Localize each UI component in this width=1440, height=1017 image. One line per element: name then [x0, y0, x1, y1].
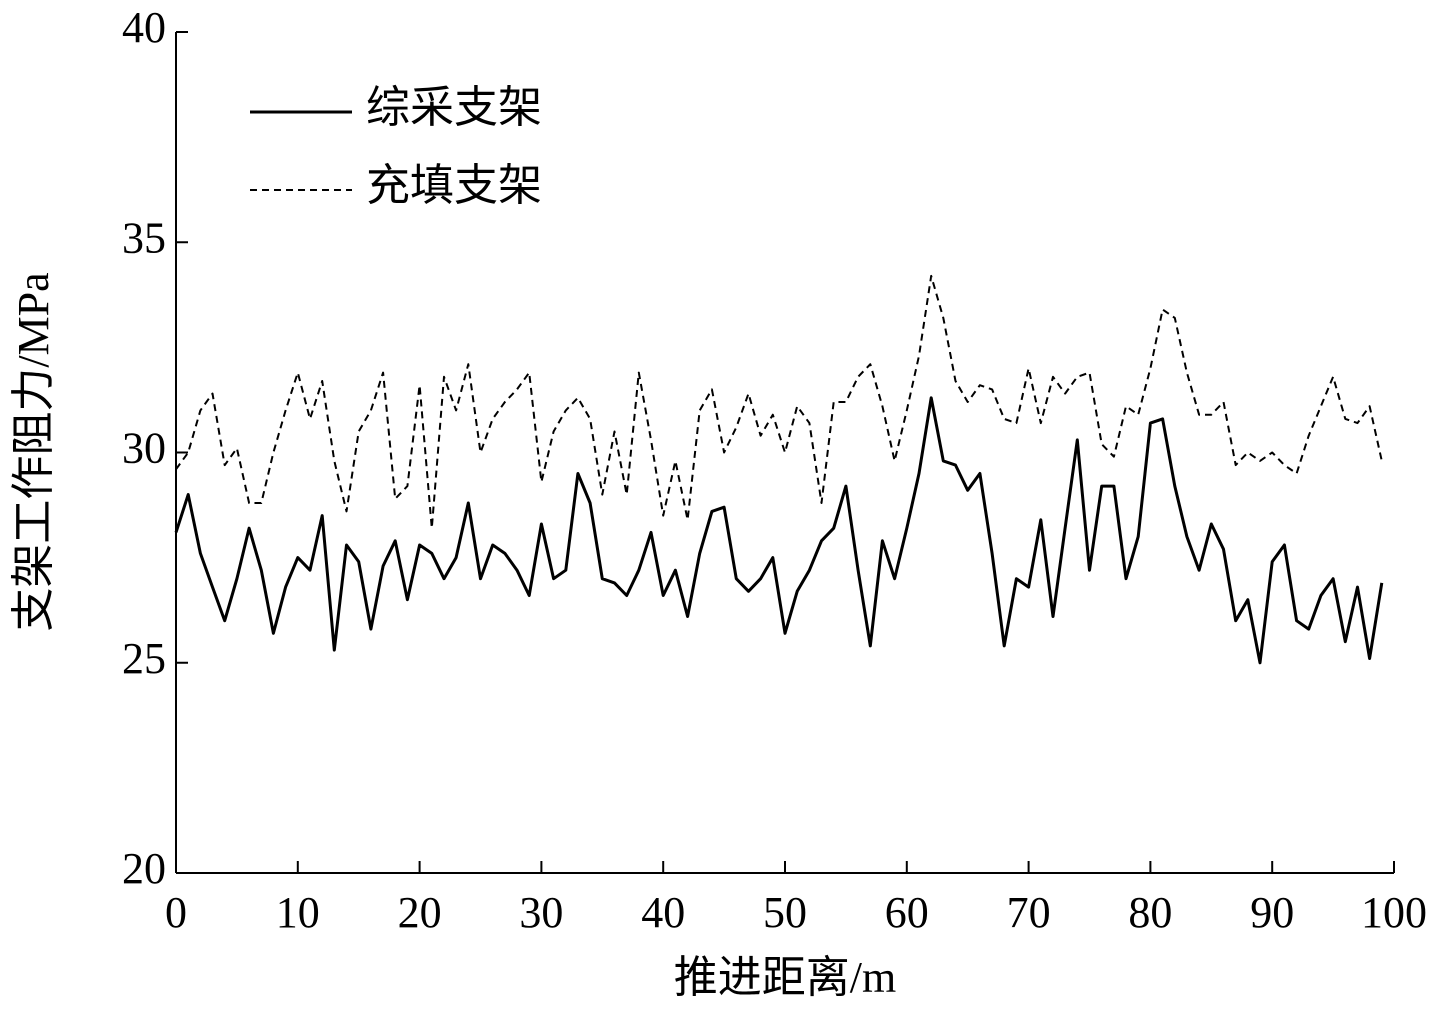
data-line	[175, 274, 1383, 530]
y-tick-label: 30	[122, 424, 166, 473]
x-tick-label: 90	[1250, 888, 1294, 937]
x-axis-label: 推进距离/m	[674, 953, 896, 1002]
y-tick-label: 20	[122, 844, 166, 893]
legend-label: 充填支架	[366, 161, 542, 210]
x-tick-label: 50	[763, 888, 807, 937]
y-tick-label: 25	[122, 634, 166, 683]
x-tick-label: 100	[1361, 888, 1427, 937]
x-tick-label: 30	[519, 888, 563, 937]
x-tick-label: 0	[165, 888, 187, 937]
legend-label: 综采支架	[366, 83, 542, 132]
x-tick-label: 10	[276, 888, 320, 937]
y-tick-label: 35	[122, 213, 166, 262]
y-axis-label: 支架工作阻力/MPa	[9, 272, 58, 631]
x-tick-label: 70	[1007, 888, 1051, 937]
x-tick-label: 20	[398, 888, 442, 937]
y-tick-label: 40	[122, 3, 166, 52]
x-tick-label: 60	[885, 888, 929, 937]
x-tick-label: 80	[1128, 888, 1172, 937]
data-line	[174, 396, 1384, 665]
x-tick-label: 40	[641, 888, 685, 937]
